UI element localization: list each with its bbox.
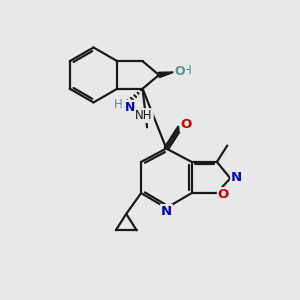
Text: H: H (114, 98, 122, 111)
Text: O: O (218, 188, 229, 201)
Text: N: N (161, 205, 172, 218)
Text: N: N (124, 101, 135, 114)
Text: O: O (174, 65, 185, 78)
Text: NH: NH (135, 109, 153, 122)
Text: N: N (231, 171, 242, 184)
Polygon shape (158, 72, 174, 78)
Text: H: H (183, 64, 192, 77)
Text: O: O (181, 118, 192, 131)
